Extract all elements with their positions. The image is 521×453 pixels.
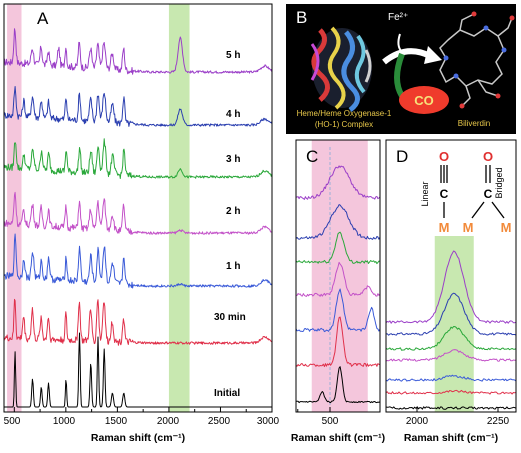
panel-d: D O C M Linear O C M M Bridged 2000 2250…: [385, 139, 517, 444]
complex-label-line1: Heme/Heme Oxygenase-1: [297, 109, 392, 118]
a-tick-group: [13, 407, 299, 412]
biliverdin-label: Biliverdin: [458, 119, 490, 128]
d-spectrum-2-h: [385, 349, 517, 362]
a-spectrum-1-h: [3, 233, 273, 289]
a-label-2h: 2 h: [226, 206, 240, 217]
a-label-30min: 30 min: [214, 312, 246, 323]
panel-c: C 500 Raman shift (cm⁻¹): [291, 139, 385, 444]
a-label-initial: Initial: [214, 388, 240, 399]
c-spectrum-5-h: [295, 165, 381, 200]
bridged-metal-bond-left: [471, 201, 485, 219]
c-spectrum-4-h: [295, 204, 381, 240]
c-spectra-group: [295, 165, 381, 404]
c-plot-frame: [295, 139, 381, 413]
a-label-1h: 1 h: [226, 261, 240, 272]
a-spectrum-4-h: [3, 86, 273, 127]
protein-ribbon-icon: [310, 26, 372, 113]
a-xtick-1000: 1000: [53, 416, 76, 427]
a-label-3h: 3 h: [226, 154, 240, 165]
c-highlight-band: [311, 140, 368, 412]
bridged-metal-bond-right: [491, 201, 505, 219]
c-spectrum-Initial: [296, 366, 381, 404]
a-spectra-group: [3, 28, 273, 408]
d-spectrum-30-min: [385, 389, 517, 395]
d-x-axis-label: Raman shift (cm⁻¹): [404, 432, 498, 444]
reaction-arrow-icon: [382, 48, 432, 65]
bridged-label: Bridged: [494, 167, 504, 198]
a-label-4h: 4 h: [226, 109, 240, 120]
a-spectrum-Initial: [4, 332, 272, 408]
a-spectrum-30-min: [3, 298, 273, 346]
bridged-carbon-label: C: [484, 187, 493, 201]
c-spectrum-30-min: [295, 316, 380, 368]
c-xtick-500: 500: [322, 416, 339, 427]
co-bubble-icon: [399, 86, 449, 114]
d-spectra-group: [385, 250, 517, 410]
d-highlight-band: [434, 236, 474, 412]
panel-b: B Fe²⁺ CO: [286, 4, 516, 134]
arrow-head-icon: [424, 46, 442, 64]
linear-carbon-label: C: [440, 187, 449, 201]
a-highlight-band-pink: [7, 4, 22, 412]
d-xtick-2000: 2000: [406, 416, 429, 427]
linear-label: Linear: [420, 181, 430, 206]
c-x-axis-label: Raman shift (cm⁻¹): [291, 432, 385, 444]
d-spectrum-Initial: [385, 406, 517, 410]
a-highlight-band-green: [168, 4, 190, 412]
a-xtick-500: 500: [4, 416, 21, 427]
bridged-oxygen-label: O: [483, 149, 493, 164]
d-xtick-2250: 2250: [487, 416, 510, 427]
linear-metal-label: M: [439, 220, 450, 235]
d-spectrum-3-h: [385, 326, 517, 351]
d-spectrum-5-h: [385, 250, 517, 324]
d-panel-label: D: [396, 147, 408, 166]
d-spectrum-1-h: [385, 374, 517, 382]
a-xtick-3000: 3000: [257, 416, 280, 427]
a-plot-frame: [3, 3, 273, 413]
a-xtick-2500: 2500: [208, 416, 231, 427]
linear-oxygen-label: O: [439, 149, 449, 164]
fe-release-arrow-icon: [397, 33, 403, 53]
a-x-axis-label: Raman shift (cm⁻¹): [91, 432, 185, 444]
c-spectrum-2-h: [295, 261, 381, 297]
a-xtick-1500: 1500: [105, 416, 128, 427]
bridged-metal-label-right: M: [501, 220, 512, 235]
a-panel-label: A: [37, 9, 49, 28]
complex-label-line2: (HO-1) Complex: [315, 120, 373, 129]
a-spectrum-2-h: [3, 191, 273, 235]
c-panel-label: C: [306, 147, 318, 166]
fe-ion-label: Fe²⁺: [388, 12, 408, 23]
biliverdin-molecule-icon: [439, 11, 515, 109]
a-spectrum-5-h: [3, 28, 273, 75]
co-release-arrow-icon: [394, 52, 405, 98]
d-plot-frame: [385, 139, 517, 413]
d-spectrum-4-h: [385, 292, 517, 336]
b-panel-label: B: [296, 8, 307, 27]
a-spectrum-3-h: [3, 138, 273, 179]
c-spectrum-3-h: [295, 231, 381, 265]
a-label-5h: 5 h: [226, 50, 240, 61]
c-spectrum-1-h: [295, 288, 381, 333]
co-label: CO: [414, 93, 434, 108]
a-xtick-2000: 2000: [157, 416, 180, 427]
bridged-metal-label-left: M: [463, 220, 474, 235]
panel-a: A 5 h 4 h 3 h 2 h 1 h 30 min Initial 500…: [3, 3, 299, 444]
